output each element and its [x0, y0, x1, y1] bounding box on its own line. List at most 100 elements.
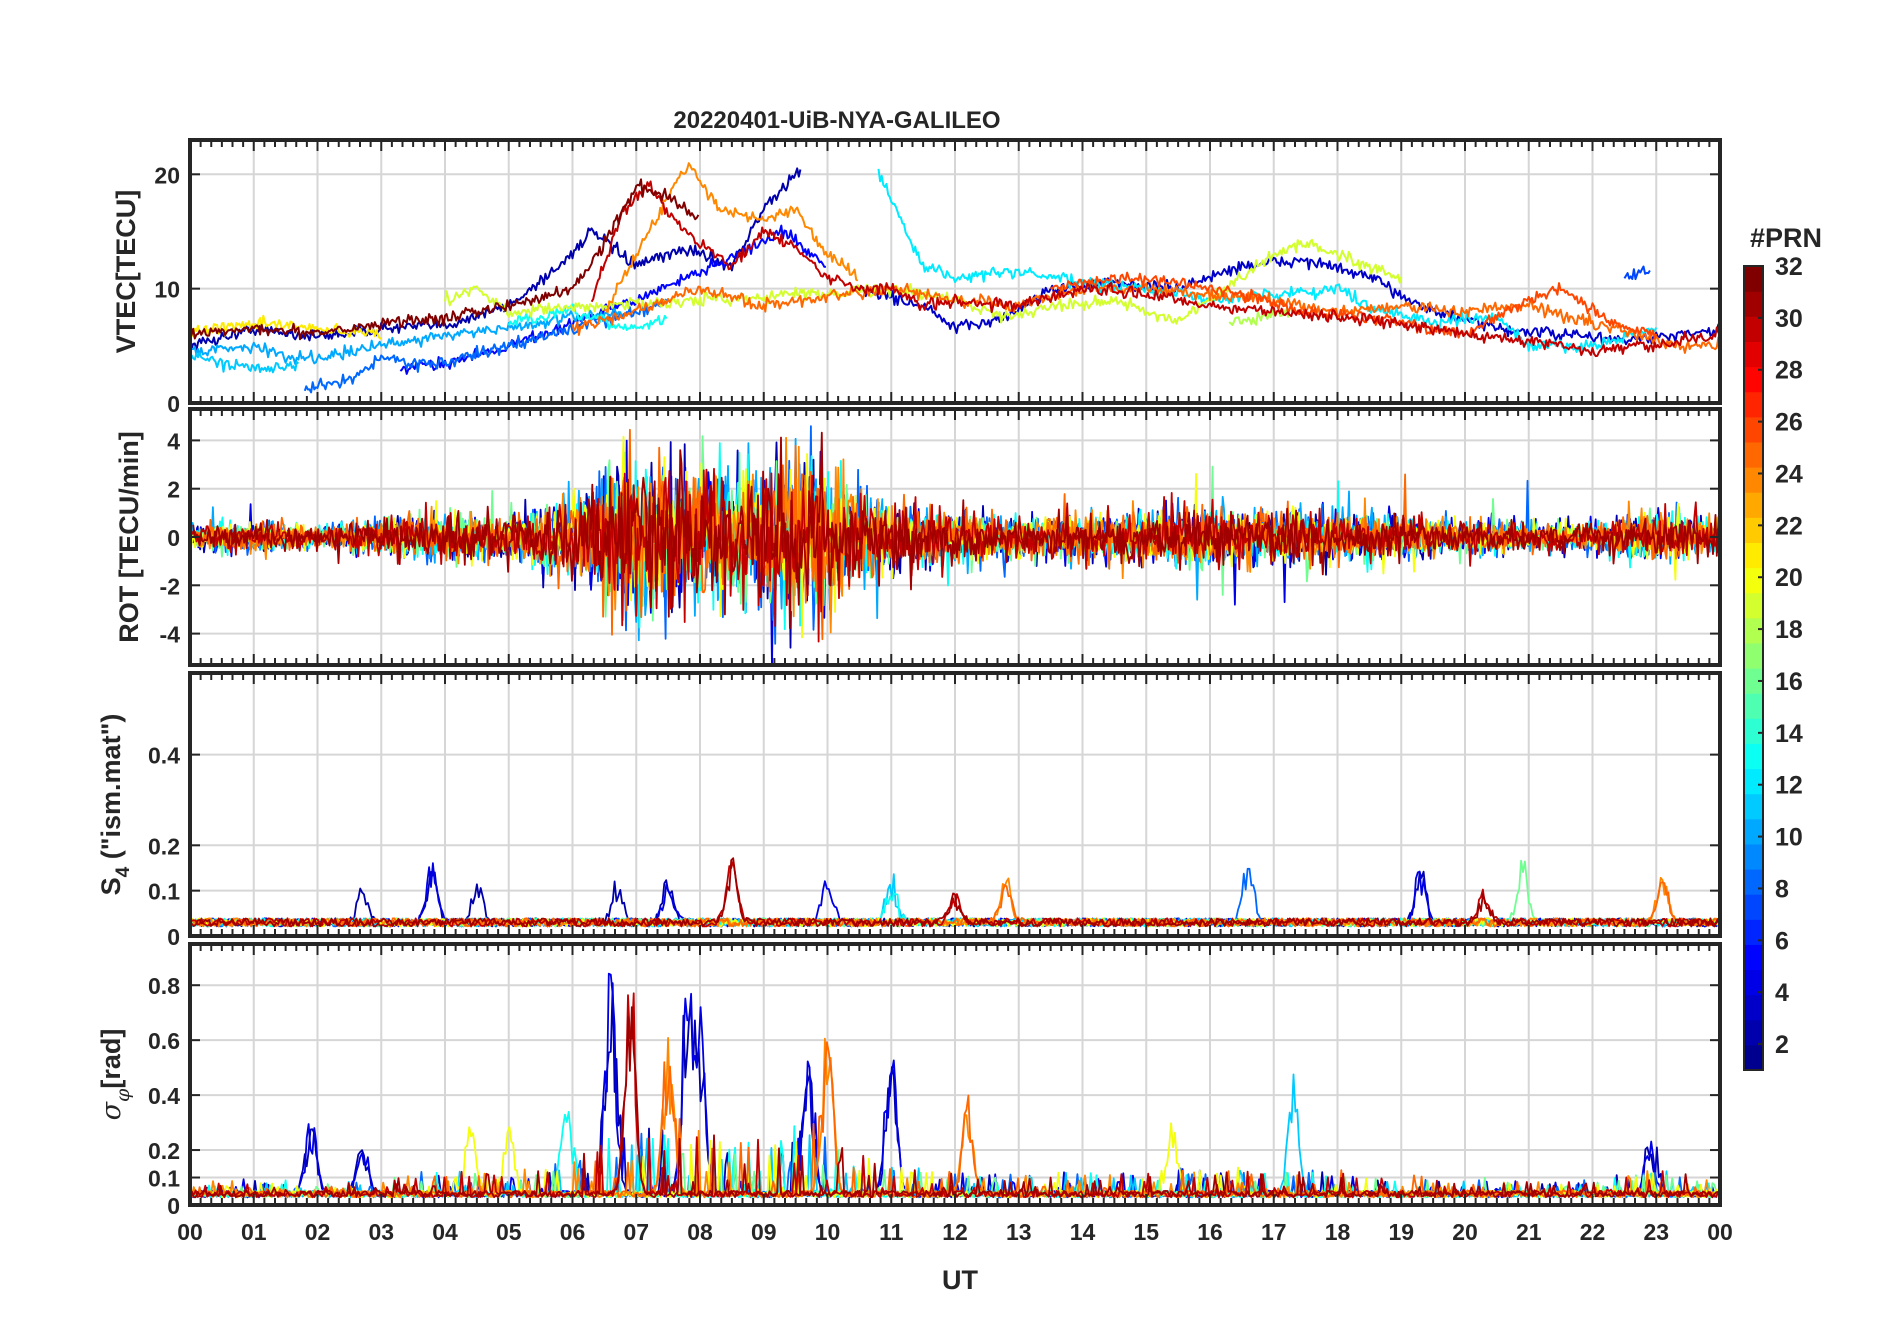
series-line-prn-31 — [192, 431, 1720, 630]
colorbar-segment — [1744, 642, 1763, 669]
x-tick-label: 18 — [1325, 1219, 1351, 1245]
panel-2: -4 -2 0 2 4 ROT [TECU/min] — [114, 407, 1722, 667]
y-tick-label: 4 — [167, 428, 180, 454]
series-line-prn-21 — [190, 314, 382, 340]
colorbar-segment — [1744, 793, 1763, 820]
x-tick-label: 06 — [560, 1219, 586, 1245]
colorbar-tick-label: 24 — [1775, 460, 1803, 488]
colorbar-tick-label: 14 — [1775, 720, 1803, 748]
colorbar-title: #PRN — [1750, 223, 1822, 253]
colorbar-segment — [1744, 366, 1763, 393]
colorbar-tick-label: 8 — [1775, 875, 1789, 903]
y-axis-label-tail: ("ism.mat") — [96, 714, 126, 867]
series-line-prn-25 — [571, 280, 1720, 354]
series-line-prn-10 — [190, 307, 623, 365]
colorbar-segment — [1744, 919, 1763, 945]
y-tick-label: -4 — [160, 622, 181, 648]
x-ticks — [189, 140, 1721, 403]
series-line-prn-32 — [190, 178, 700, 341]
x-tick-label: 01 — [241, 1219, 267, 1245]
colorbar-segment — [1744, 542, 1763, 569]
series-line-prn-24 — [603, 162, 859, 314]
y-tick-label: 0.2 — [148, 833, 180, 859]
y-tick-label: 0.1 — [148, 1166, 180, 1192]
y-axis-label-main: S — [96, 877, 126, 895]
colorbar-segment — [1744, 291, 1763, 317]
x-ticks — [189, 409, 1721, 665]
colorbar-tick-label: 4 — [1775, 979, 1789, 1007]
colorbar-segment — [1744, 341, 1763, 368]
x-tick-label: 03 — [368, 1219, 394, 1245]
y-tick-label: 0 — [167, 391, 180, 417]
series-line-prn-31 — [190, 857, 1719, 928]
y-axis-label: ROT [TECU/min] — [114, 431, 144, 642]
series-line-prn-2 — [190, 167, 802, 352]
colorbar-tick-label: 2 — [1775, 1031, 1789, 1059]
x-axis-label: UT — [942, 1265, 978, 1295]
series-line-prn-31 — [190, 1006, 1719, 1199]
data-series — [190, 162, 1720, 394]
colorbar-segment — [1744, 768, 1763, 795]
figure-title: 20220401-UiB-NYA-GALILEO — [673, 107, 1000, 134]
y-tick-label: 0.1 — [148, 879, 180, 905]
y-axis-label-subscript: φ — [112, 1088, 134, 1102]
colorbar-segment — [1744, 416, 1763, 443]
y-tick-label: 0 — [167, 1193, 180, 1219]
y-axis-label: S4 ("ism.mat") — [96, 714, 134, 896]
colorbar-segment — [1744, 894, 1763, 920]
data-series — [190, 425, 1720, 665]
panel-1: 0 10 20 VTEC[TECU] — [111, 138, 1722, 417]
colorbar-segment — [1744, 843, 1763, 870]
y-tick-label: 20 — [154, 162, 180, 188]
colorbar-tick-label: 16 — [1775, 668, 1803, 696]
colorbar-tick-label: 18 — [1775, 616, 1803, 644]
y-tick-label: 0 — [167, 525, 180, 551]
x-tick-label: 07 — [623, 1219, 649, 1245]
panel-4: 00.10.2 0.4 0.6 0.8 σφ[rad] — [96, 942, 1722, 1219]
colorbar-tick-label: 22 — [1775, 512, 1803, 540]
x-tick-label: 05 — [496, 1219, 522, 1245]
x-tick-label: 13 — [1006, 1219, 1032, 1245]
series-line-prn-30 — [590, 180, 1720, 358]
colorbar-tick-label: 10 — [1775, 824, 1803, 852]
y-tick-label: 0.8 — [148, 973, 180, 999]
colorbar-segment — [1744, 592, 1763, 619]
colorbar-segment — [1744, 617, 1763, 644]
panel-3: 0 0.1 0.2 0.4 S4 ("ism.mat") — [96, 671, 1722, 950]
colorbar-tick-label: 6 — [1775, 927, 1789, 955]
colorbar-segment — [1744, 316, 1763, 342]
y-tick-label: 0.2 — [148, 1138, 180, 1164]
colorbar-segment — [1744, 266, 1763, 292]
x-tick-label: 23 — [1643, 1219, 1669, 1245]
colorbar-segment — [1744, 391, 1763, 418]
colorbar-segment — [1744, 492, 1763, 518]
y-axis-label-tail: [rad] — [96, 1029, 126, 1089]
colorbar-segment — [1744, 1019, 1763, 1046]
colorbar-segment — [1744, 1044, 1763, 1071]
series-line-prn-11 — [190, 352, 300, 374]
x-tick-label: 08 — [687, 1219, 713, 1245]
y-tick-label: 2 — [167, 477, 180, 503]
colorbar-segment — [1744, 743, 1763, 770]
y-tick-label: 10 — [154, 277, 180, 303]
colorbar-segment — [1744, 994, 1763, 1021]
colorbar-segment — [1744, 668, 1763, 694]
colorbar-segment — [1744, 567, 1763, 594]
grid — [190, 944, 1720, 1205]
x-tick-label: 15 — [1133, 1219, 1159, 1245]
x-tick-label: 00 — [177, 1219, 203, 1245]
y-tick-label: 0 — [167, 924, 180, 950]
colorbar-segment — [1744, 441, 1763, 468]
colorbar-tick-label: 12 — [1775, 772, 1803, 800]
colorbar-tick-label: 28 — [1775, 357, 1803, 385]
y-axis-label: σφ[rad] — [96, 1029, 134, 1121]
x-tick-label: 11 — [879, 1219, 904, 1245]
y-axis-label-subscript: 4 — [113, 866, 134, 877]
colorbar-segment — [1744, 818, 1763, 845]
colorbar-tick-label: 26 — [1775, 409, 1803, 437]
x-tick-label: 04 — [432, 1219, 458, 1245]
y-tick-label: -2 — [160, 573, 180, 599]
x-tick-label: 16 — [1197, 1219, 1223, 1245]
x-tick-label: 22 — [1580, 1219, 1606, 1245]
